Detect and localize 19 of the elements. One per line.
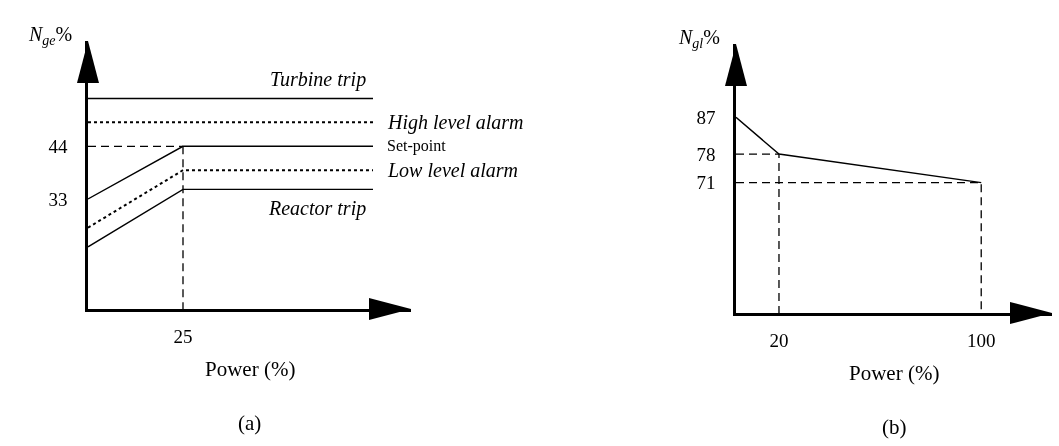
series-label: Set-point xyxy=(387,137,447,155)
series-label: High level alarm xyxy=(387,111,524,134)
series-label: Reactor trip xyxy=(268,197,367,220)
y-tick-label: 71 xyxy=(696,172,716,194)
y-axis-title: N$_{ge}$% xyxy=(28,23,73,49)
series-label: Turbine trip xyxy=(270,68,367,91)
y-tick-label: 78 xyxy=(696,143,716,165)
y-tick-label: 44 xyxy=(48,135,68,157)
series-label: Low level alarm xyxy=(387,159,518,181)
y-tick-label: 87 xyxy=(696,107,716,129)
x-tick-label: 25 xyxy=(173,325,193,347)
y-tick-label: 33 xyxy=(48,188,68,210)
x-tick-label: 20 xyxy=(769,329,789,351)
x-axis-title: Power (%) xyxy=(205,357,296,381)
text: (b) xyxy=(882,415,907,439)
y-axis-title: N$_{gl}$% xyxy=(678,26,720,52)
x-tick-label: 100 xyxy=(966,329,996,351)
text: (a) xyxy=(238,411,262,435)
x-axis-title: Power (%) xyxy=(849,361,940,385)
